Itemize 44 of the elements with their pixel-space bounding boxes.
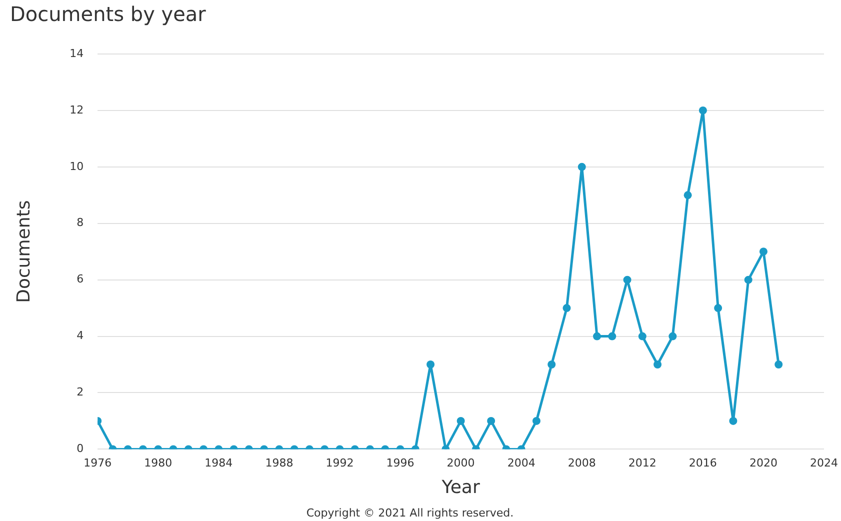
y-tick-label: 14 (70, 46, 84, 60)
point (593, 332, 601, 340)
y-tick-label: 0 (76, 442, 84, 456)
point (638, 332, 646, 340)
x-tick-label: 1988 (265, 456, 294, 470)
point (684, 191, 692, 200)
x-tick-label: 2000 (446, 456, 475, 470)
x-tick-label: 2012 (628, 456, 656, 470)
point (668, 332, 677, 340)
y-axis-title: Documents (13, 200, 34, 303)
chart-title: Documents by year (10, 2, 207, 26)
point (654, 360, 662, 369)
x-tick-label: 2016 (688, 456, 717, 470)
point (623, 276, 632, 284)
y-tick-label: 4 (76, 329, 84, 342)
y-tick-label: 8 (76, 216, 84, 230)
x-tick-label: 2024 (810, 456, 838, 470)
x-tick-label: 1984 (204, 456, 233, 470)
point (562, 304, 571, 312)
point (487, 416, 496, 425)
point (714, 304, 722, 312)
x-tick-label: 1980 (144, 456, 172, 470)
point (759, 248, 768, 256)
x-tick-label: 1976 (84, 456, 112, 470)
x-tick-label: 2004 (507, 456, 536, 470)
x-axis-title: Year (440, 476, 480, 498)
y-tick-label: 6 (76, 272, 84, 286)
point (744, 276, 752, 284)
x-tick-label: 1992 (326, 456, 354, 470)
point (729, 416, 738, 425)
point (426, 360, 435, 369)
point (774, 360, 783, 369)
text: Copyright © 2021 All rights reserved. (306, 506, 514, 520)
x-tick-label: 2020 (749, 456, 778, 470)
x-tick-label: 2008 (568, 456, 596, 470)
point (608, 332, 616, 340)
point (532, 416, 540, 425)
x-tick-label: 1996 (386, 456, 414, 470)
point (578, 162, 586, 171)
point (548, 360, 556, 369)
y-tick-label: 2 (76, 386, 84, 399)
point (456, 416, 465, 425)
y-tick-label: 12 (70, 103, 84, 116)
y-tick-label: 10 (70, 160, 84, 173)
